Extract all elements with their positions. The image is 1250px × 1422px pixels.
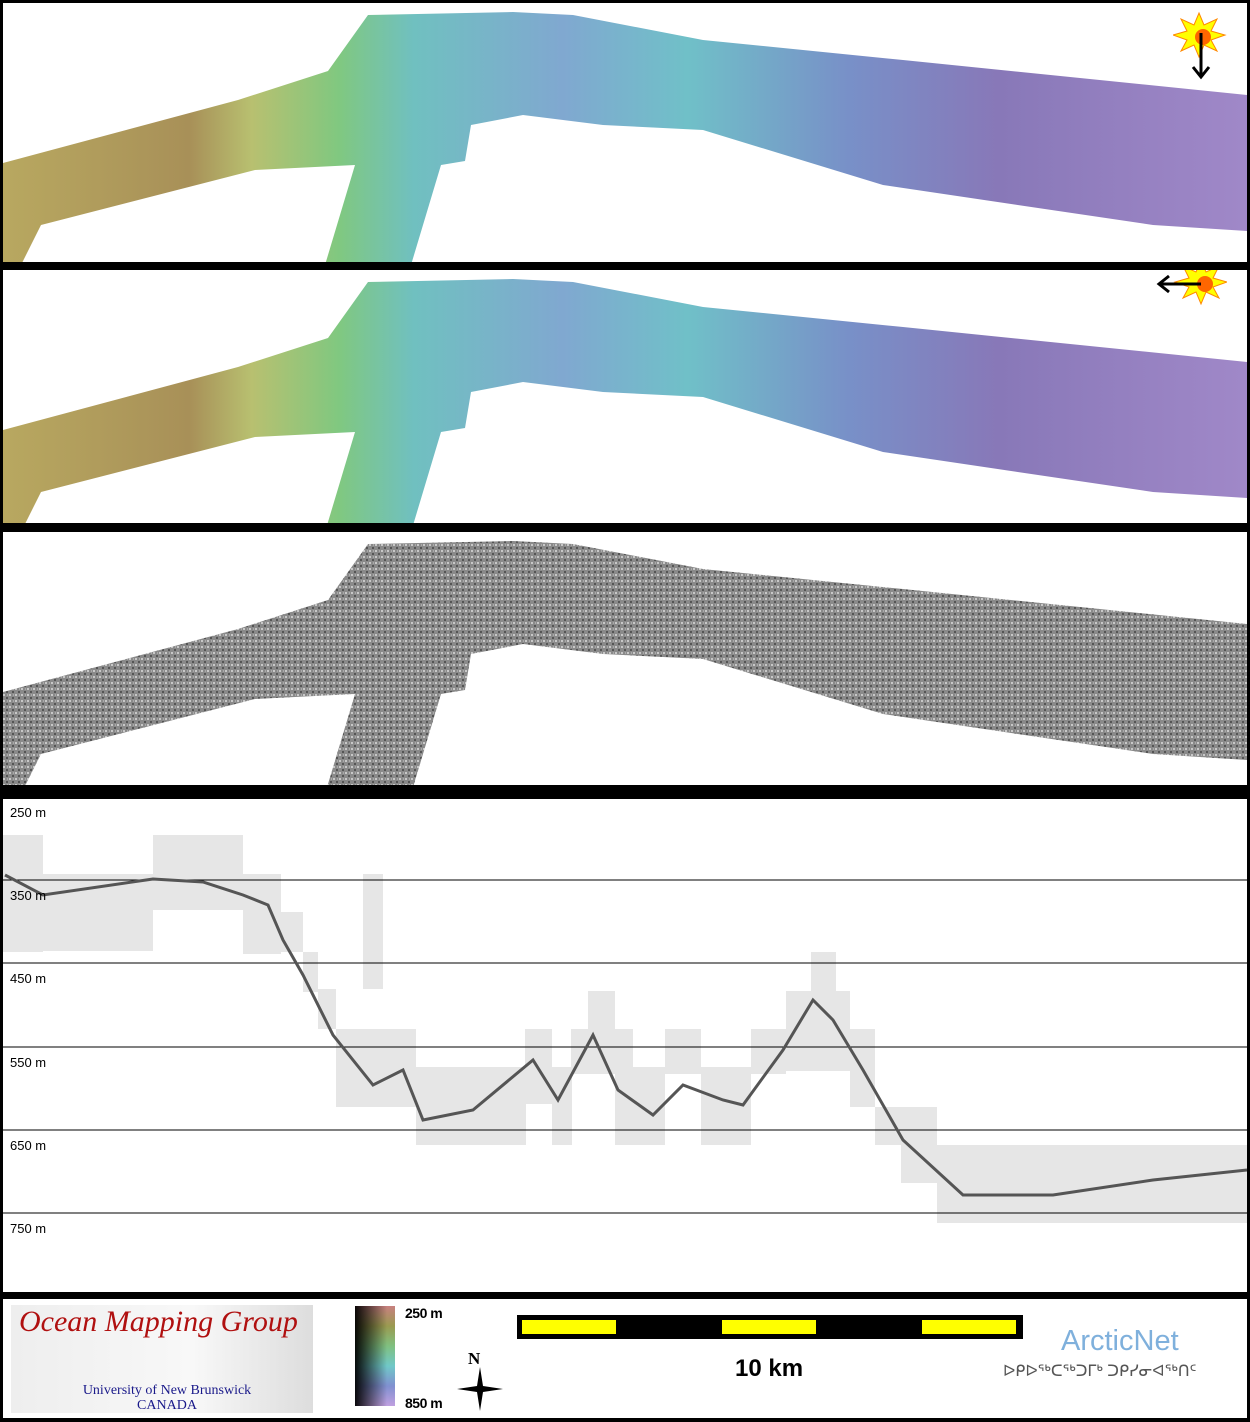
profile-data-block (811, 952, 836, 992)
profile-data-block (303, 952, 318, 992)
depth-label: 250 m (10, 805, 47, 820)
profile-data-block (3, 835, 43, 952)
profile-data-block (153, 835, 243, 910)
profile-data-block (243, 874, 281, 954)
colorbar-top-label: 250 m (405, 1305, 443, 1321)
profile-data-block (588, 991, 615, 1031)
profile-data-block (281, 912, 303, 952)
sun-north-arrow-icon (1173, 11, 1227, 80)
depth-label: 750 m (10, 1221, 47, 1236)
compass-rose-icon (457, 1367, 503, 1411)
depth-label: 350 m (10, 888, 47, 903)
profile-data-block (552, 1067, 572, 1145)
legend-footer: Ocean Mapping Group University of New Br… (3, 1299, 1247, 1418)
profile-data-block (363, 874, 383, 989)
profile-data-block (901, 1145, 941, 1183)
arcticnet-logo: ArcticNet (1061, 1325, 1179, 1357)
arcticnet-inuktitut: ᐅᑭᐅᖅᑕᖅᑐᒥᒃ ᑐᑭᓯᓂᐊᖅᑎᑦ (1003, 1363, 1197, 1380)
depth-label: 650 m (10, 1138, 47, 1153)
logo-line2: CANADA (137, 1398, 197, 1413)
colorbar-bottom-label: 850 m (405, 1395, 443, 1411)
north-label: N (468, 1349, 481, 1368)
shaded-relief-map-east (3, 270, 1247, 523)
profile-data-block (875, 1107, 937, 1145)
depth-colorbar (355, 1306, 395, 1406)
shaded-relief-map-north (3, 3, 1247, 262)
ocean-mapping-group-logo: Ocean Mapping Group University of New Br… (11, 1305, 313, 1413)
profile-plot (3, 835, 1247, 1223)
depth-label: 450 m (10, 971, 47, 986)
profile-data-block (318, 989, 336, 1029)
depth-profile: 250 m 350 m 450 m 550 m 650 m 750 m (3, 799, 1247, 1292)
swath-east (3, 279, 1247, 523)
scale-bar (517, 1315, 1023, 1339)
depth-label: 550 m (10, 1055, 47, 1070)
seafloor-profile-line (4, 873, 1247, 1197)
backscatter-map (3, 532, 1247, 785)
swath-north (3, 12, 1247, 262)
sun-east-arrow-icon (1156, 270, 1227, 306)
profile-data-block (665, 1029, 701, 1074)
scale-label: 10 km (735, 1355, 804, 1382)
logo-line1: University of New Brunswick (82, 1383, 252, 1398)
profile-data-block (336, 1029, 416, 1107)
profile-data-block (937, 1145, 1247, 1223)
swath-backscatter (3, 541, 1247, 785)
logo-title: Ocean Mapping Group (19, 1305, 298, 1338)
logo-subtitle: University of New Brunswick CANADA (11, 1383, 323, 1413)
